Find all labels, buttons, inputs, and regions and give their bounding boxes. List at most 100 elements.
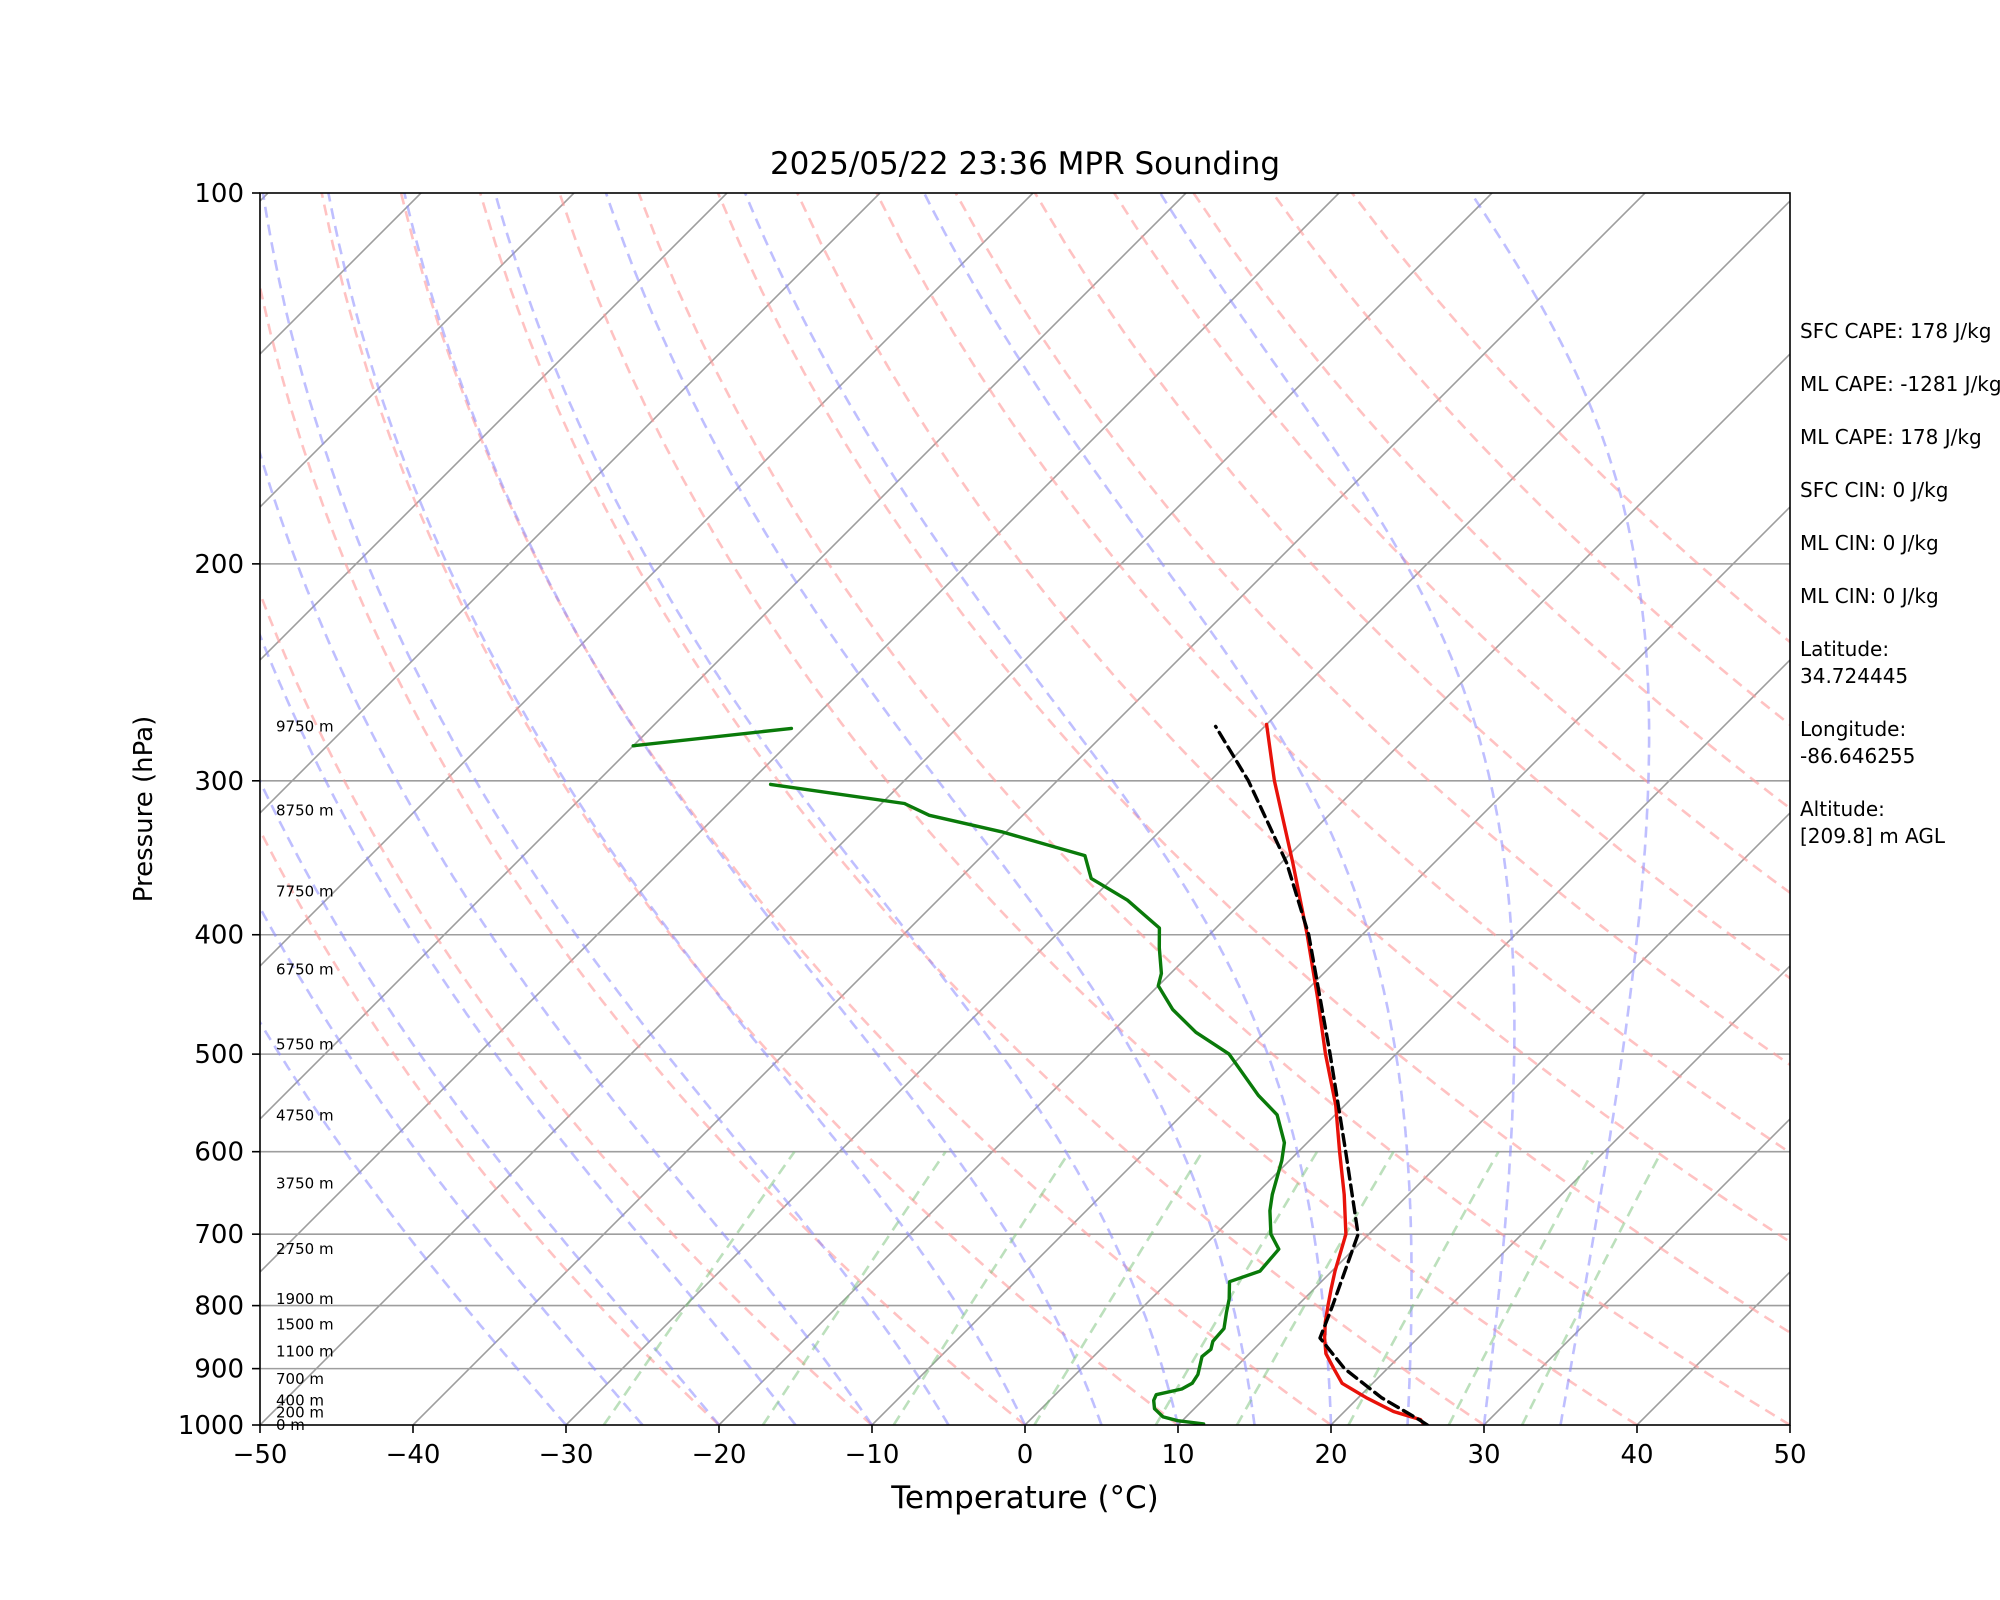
parcel-profile xyxy=(1213,724,1430,1425)
dry-adiabat xyxy=(478,193,1485,1425)
moist-adiabat xyxy=(743,193,1333,1425)
dry-adiabat xyxy=(796,193,1790,1244)
sfc-cape-text: SFC CAPE: 178 J/kg xyxy=(1800,319,1992,343)
altitude-label: Altitude: xyxy=(1800,797,1885,821)
x-axis-label: Temperature (°C) xyxy=(890,1480,1159,1516)
isotherm-line xyxy=(260,193,881,815)
height-label: 4750 m xyxy=(276,1107,334,1125)
longitude-label: Longitude: xyxy=(1800,717,1907,741)
height-label: 3750 m xyxy=(276,1175,334,1193)
y-tick-label: 800 xyxy=(194,1292,244,1322)
dry-adiabat xyxy=(1271,193,1790,727)
x-tick-label: −40 xyxy=(386,1440,441,1470)
y-tick-label: 200 xyxy=(194,550,244,580)
isobar-grid xyxy=(260,563,1790,1370)
mixing-ratio-line xyxy=(1447,1151,1594,1425)
isotherm-line xyxy=(260,193,728,662)
plot-frame xyxy=(259,192,1791,1426)
dry-adiabat xyxy=(716,193,1790,1335)
x-tick-label: 0 xyxy=(1017,1440,1034,1470)
x-tick-label: 40 xyxy=(1620,1440,1653,1470)
y-tick-label: 100 xyxy=(194,179,244,209)
x-tick-label: −50 xyxy=(233,1440,288,1470)
height-label: 6750 m xyxy=(276,961,334,979)
height-label: 700 m xyxy=(276,1370,324,1388)
isotherm-line xyxy=(260,193,1493,1425)
mixing-ratio-lines xyxy=(602,1150,1663,1425)
x-tick-label: −30 xyxy=(539,1440,594,1470)
mixing-ratio-line xyxy=(892,1150,1071,1425)
latitude-value: 34.724445 xyxy=(1800,664,1909,688)
height-label: 200 m xyxy=(276,1404,324,1422)
moist-adiabat xyxy=(327,193,1027,1425)
height-label: 400 m xyxy=(276,1391,324,1409)
ml-cape-text-2: ML CAPE: 178 J/kg xyxy=(1800,425,1982,449)
isotherm-line xyxy=(260,193,1034,968)
dry-adiabat xyxy=(637,193,1790,1425)
isotherm-line xyxy=(412,193,1646,1425)
y-tick-label: 700 xyxy=(194,1220,244,1250)
dry-adiabat xyxy=(875,193,1790,1155)
y-axis-ticks: 1000 900 800 700 600 500 400 300 200 100 xyxy=(178,179,260,1441)
y-tick-label: 500 xyxy=(194,1040,244,1070)
y-tick-label: 400 xyxy=(194,921,244,951)
latitude-block: Latitude: 34.724445 xyxy=(1800,636,2000,716)
height-label: 1900 m xyxy=(276,1290,334,1308)
mixing-ratio-line xyxy=(1154,1151,1319,1425)
x-axis-ticks: −50 −40 −30 −20 −10 0 10 20 30 40 50 xyxy=(233,1425,1807,1470)
y-tick-label: 900 xyxy=(194,1355,244,1385)
ml-cin-text-2: ML CIN: 0 J/kg xyxy=(1800,584,1939,608)
temperature-profile xyxy=(1264,722,1426,1425)
isotherm-line xyxy=(1024,658,1790,1425)
moist-adiabat xyxy=(260,448,874,1425)
mixing-ratio-line xyxy=(602,1150,796,1425)
altitude-block: Altitude: [209.8] m AGL xyxy=(1800,796,2000,876)
x-tick-label: 30 xyxy=(1467,1440,1500,1470)
isotherm-line xyxy=(260,193,575,509)
mixing-ratio-line xyxy=(1520,1151,1663,1425)
sounding-info-panel: SFC CAPE: 178 J/kg ML CAPE: -1281 J/kg M… xyxy=(1800,318,2000,876)
moist-adiabat xyxy=(260,778,721,1425)
dry-adiabat xyxy=(320,193,1179,1425)
ml-cape-text: ML CAPE: -1281 J/kg xyxy=(1800,372,2000,396)
y-tick-label: 600 xyxy=(194,1138,244,1168)
longitude-value: -86.646255 xyxy=(1800,744,1916,768)
height-label: 2750 m xyxy=(276,1240,334,1258)
plot-area xyxy=(0,193,1790,1425)
x-tick-label: 50 xyxy=(1773,1440,1806,1470)
dry-adiabat xyxy=(1033,193,1790,980)
longitude-block: Longitude: -86.646255 xyxy=(1800,716,2000,796)
moist-adiabat xyxy=(403,193,1103,1425)
isotherm-line xyxy=(565,199,1790,1425)
altitude-value: [209.8] m AGL xyxy=(1800,824,1946,848)
y-tick-label: 1000 xyxy=(178,1411,244,1441)
chart-title: 2025/05/22 23:36 MPR Sounding xyxy=(770,146,1280,182)
height-label: 1100 m xyxy=(276,1343,334,1361)
dry-adiabat xyxy=(260,827,720,1425)
x-tick-label: 20 xyxy=(1314,1440,1347,1470)
height-label: 5750 m xyxy=(276,1035,334,1053)
isotherm-grid xyxy=(0,193,1790,1425)
moist-adiabat xyxy=(260,631,797,1425)
mixing-ratio-line xyxy=(1235,1151,1395,1425)
moist-adiabat xyxy=(261,193,950,1425)
isotherm-line xyxy=(1177,811,1790,1425)
dry-adiabat xyxy=(260,589,873,1425)
moist-adiabat xyxy=(1470,193,1651,1425)
sounding-profiles xyxy=(631,722,1430,1425)
height-label: 8750 m xyxy=(276,801,334,819)
isotherm-line xyxy=(0,193,115,1425)
moist-adiabat xyxy=(493,193,1180,1425)
moist-adiabat xyxy=(260,905,644,1425)
isotherm-line xyxy=(718,352,1790,1425)
isotherm-line xyxy=(1483,1117,1790,1425)
dry-adiabat xyxy=(558,193,1638,1425)
moist-adiabats xyxy=(260,193,1651,1425)
dewpoint-profile-upper xyxy=(631,726,794,748)
dry-adiabat xyxy=(260,280,1026,1425)
isotherm-line xyxy=(1330,964,1790,1425)
latitude-label: Latitude: xyxy=(1800,637,1890,661)
moist-adiabat xyxy=(260,1019,568,1425)
